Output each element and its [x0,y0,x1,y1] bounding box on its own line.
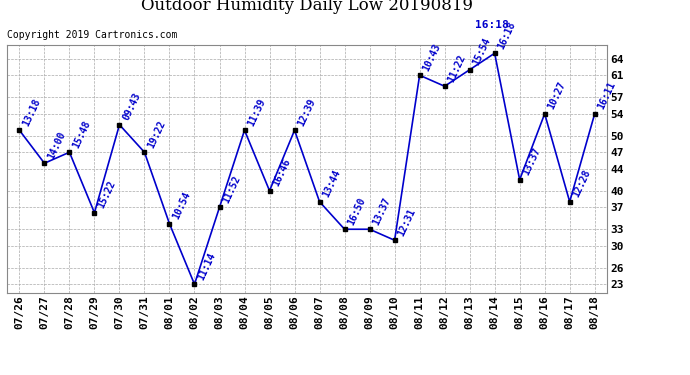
Text: 12:31: 12:31 [396,207,417,237]
Text: 10:43: 10:43 [421,42,442,72]
Text: 15:54: 15:54 [471,36,493,67]
Text: 13:44: 13:44 [321,168,342,199]
Text: 13:37: 13:37 [371,196,393,226]
Text: 19:22: 19:22 [146,118,168,150]
Text: 15:22: 15:22 [96,179,117,210]
Text: 11:39: 11:39 [246,97,268,128]
Text: Copyright 2019 Cartronics.com: Copyright 2019 Cartronics.com [7,30,177,40]
Text: 14:00: 14:00 [46,130,68,160]
Text: 12:39: 12:39 [296,97,317,128]
Text: 16:50: 16:50 [346,196,368,226]
Text: 15:48: 15:48 [71,118,92,150]
Text: 11:52: 11:52 [221,174,242,204]
Text: 16:18: 16:18 [475,20,509,30]
Text: 16:46: 16:46 [271,157,293,188]
Title: Outdoor Humidity Daily Low 20190819: Outdoor Humidity Daily Low 20190819 [141,0,473,14]
Text: 16:11: 16:11 [596,80,618,111]
Text: 11:14: 11:14 [196,251,217,282]
Text: 10:54: 10:54 [171,190,193,221]
Text: 10:27: 10:27 [546,80,568,111]
Text: 13:37: 13:37 [521,146,542,177]
Text: 13:18: 13:18 [21,97,42,128]
Text: 11:22: 11:22 [446,53,468,84]
Text: 12:28: 12:28 [571,168,593,199]
Text: 16:18: 16:18 [496,20,518,51]
Text: 09:43: 09:43 [121,91,142,122]
